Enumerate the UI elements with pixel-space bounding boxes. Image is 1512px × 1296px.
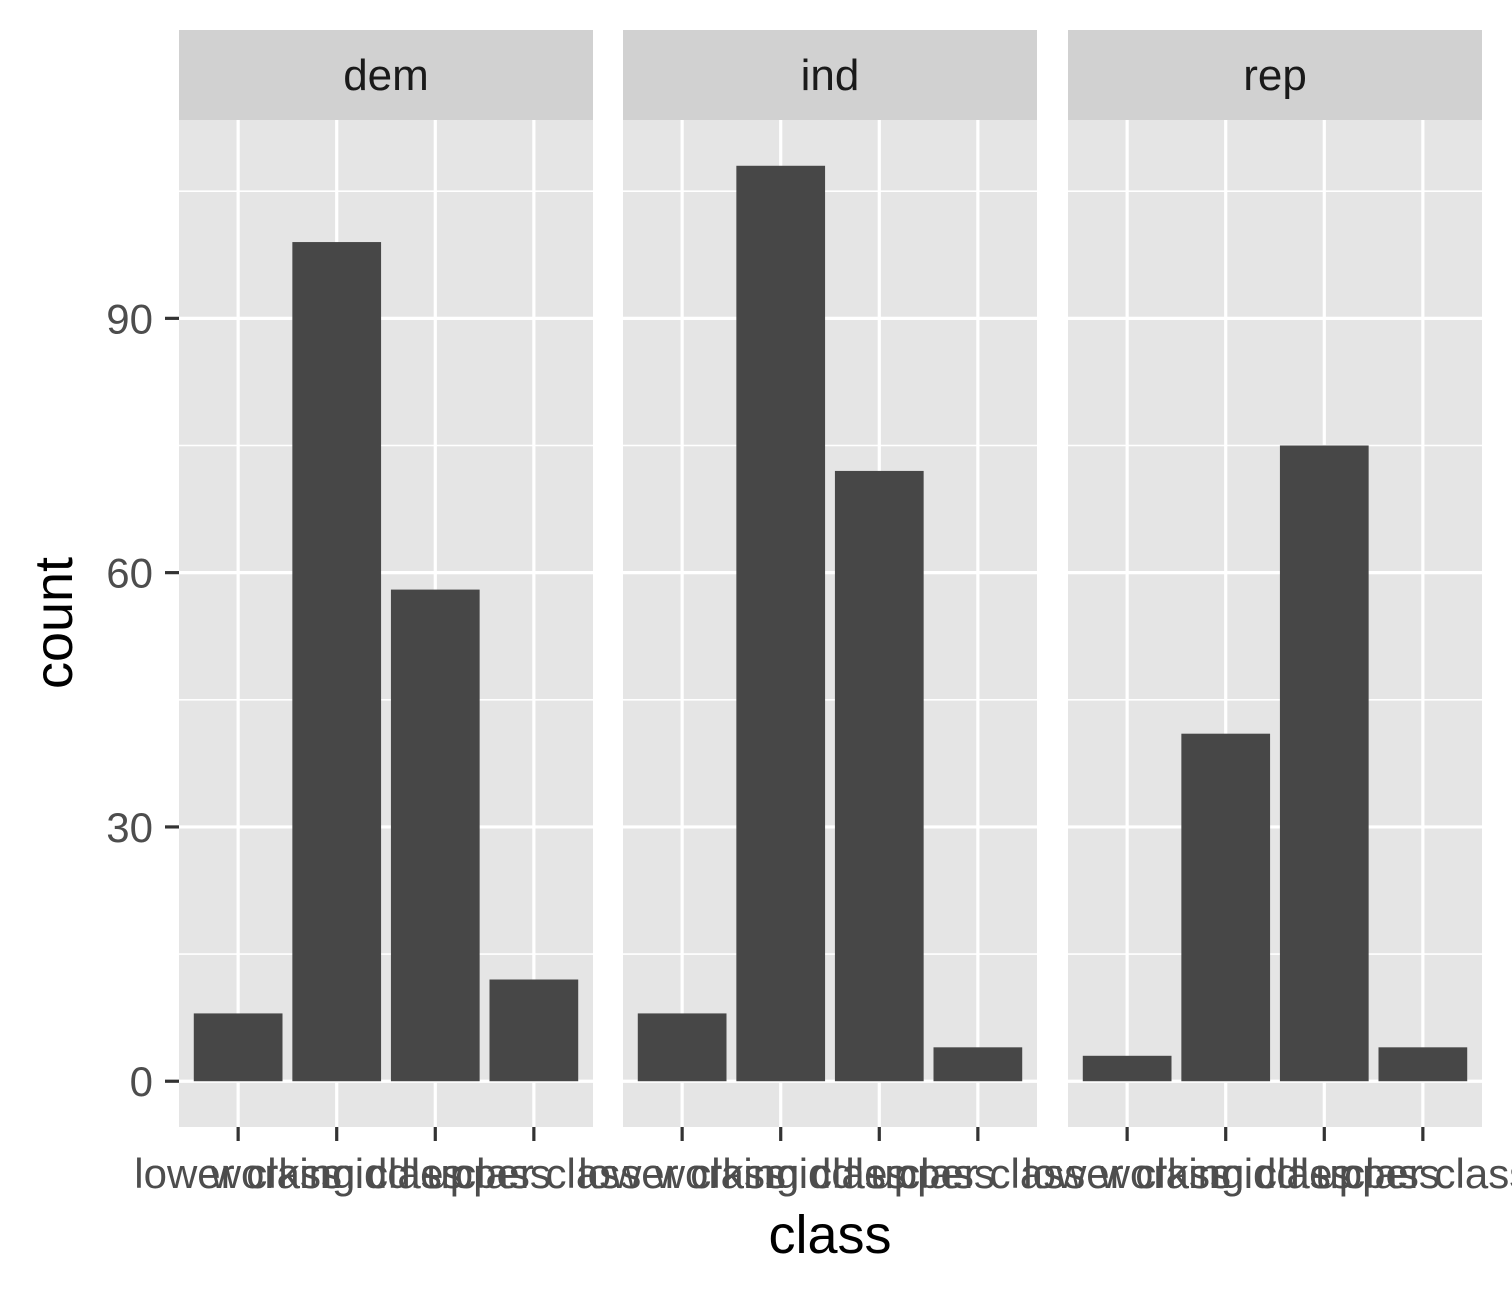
x-tick-label: upper class [1315, 1150, 1512, 1197]
x-axis-title: class [768, 1205, 891, 1265]
x-tick-label: working class [654, 1150, 907, 1197]
x-tick-label: lower class [578, 1150, 786, 1197]
bar [1378, 1047, 1468, 1082]
bar [193, 1013, 283, 1082]
x-tick-label: working class [1099, 1150, 1352, 1197]
x-tick-label: upper class [426, 1150, 641, 1197]
x-tick-label: middle class [764, 1150, 995, 1197]
facet-strip [1068, 30, 1482, 120]
panel-background [623, 120, 1037, 1127]
bar [489, 979, 579, 1082]
bar [292, 242, 382, 1082]
panel-background [1068, 120, 1482, 1127]
x-tick-label: lower class [1023, 1150, 1231, 1197]
x-tick-label: working class [210, 1150, 463, 1197]
y-axis-title: count [24, 557, 84, 689]
y-tick-label: 90 [106, 295, 153, 342]
facet-strip-label: dem [343, 51, 429, 100]
bar [1082, 1055, 1172, 1082]
facet-strip-label: rep [1243, 51, 1307, 100]
x-tick-label: middle class [320, 1150, 551, 1197]
bar [736, 165, 826, 1082]
x-tick-label: upper class [870, 1150, 1085, 1197]
panel-background [179, 120, 593, 1127]
bar [1181, 733, 1271, 1082]
y-tick-label: 30 [106, 804, 153, 851]
y-axis: 0 30 60 90 [106, 295, 179, 1105]
facet-strip-label: ind [801, 51, 860, 100]
bar [834, 470, 924, 1082]
y-tick-label: 60 [106, 550, 153, 597]
y-tick-label: 0 [130, 1058, 153, 1105]
x-tick-label: lower class [134, 1150, 342, 1197]
facet-strip [623, 30, 1037, 120]
bar [637, 1013, 727, 1082]
bar [390, 589, 480, 1082]
bar [933, 1047, 1023, 1082]
x-tick-label: middle class [1209, 1150, 1440, 1197]
facet-strip [179, 30, 593, 120]
bar [1279, 445, 1369, 1082]
